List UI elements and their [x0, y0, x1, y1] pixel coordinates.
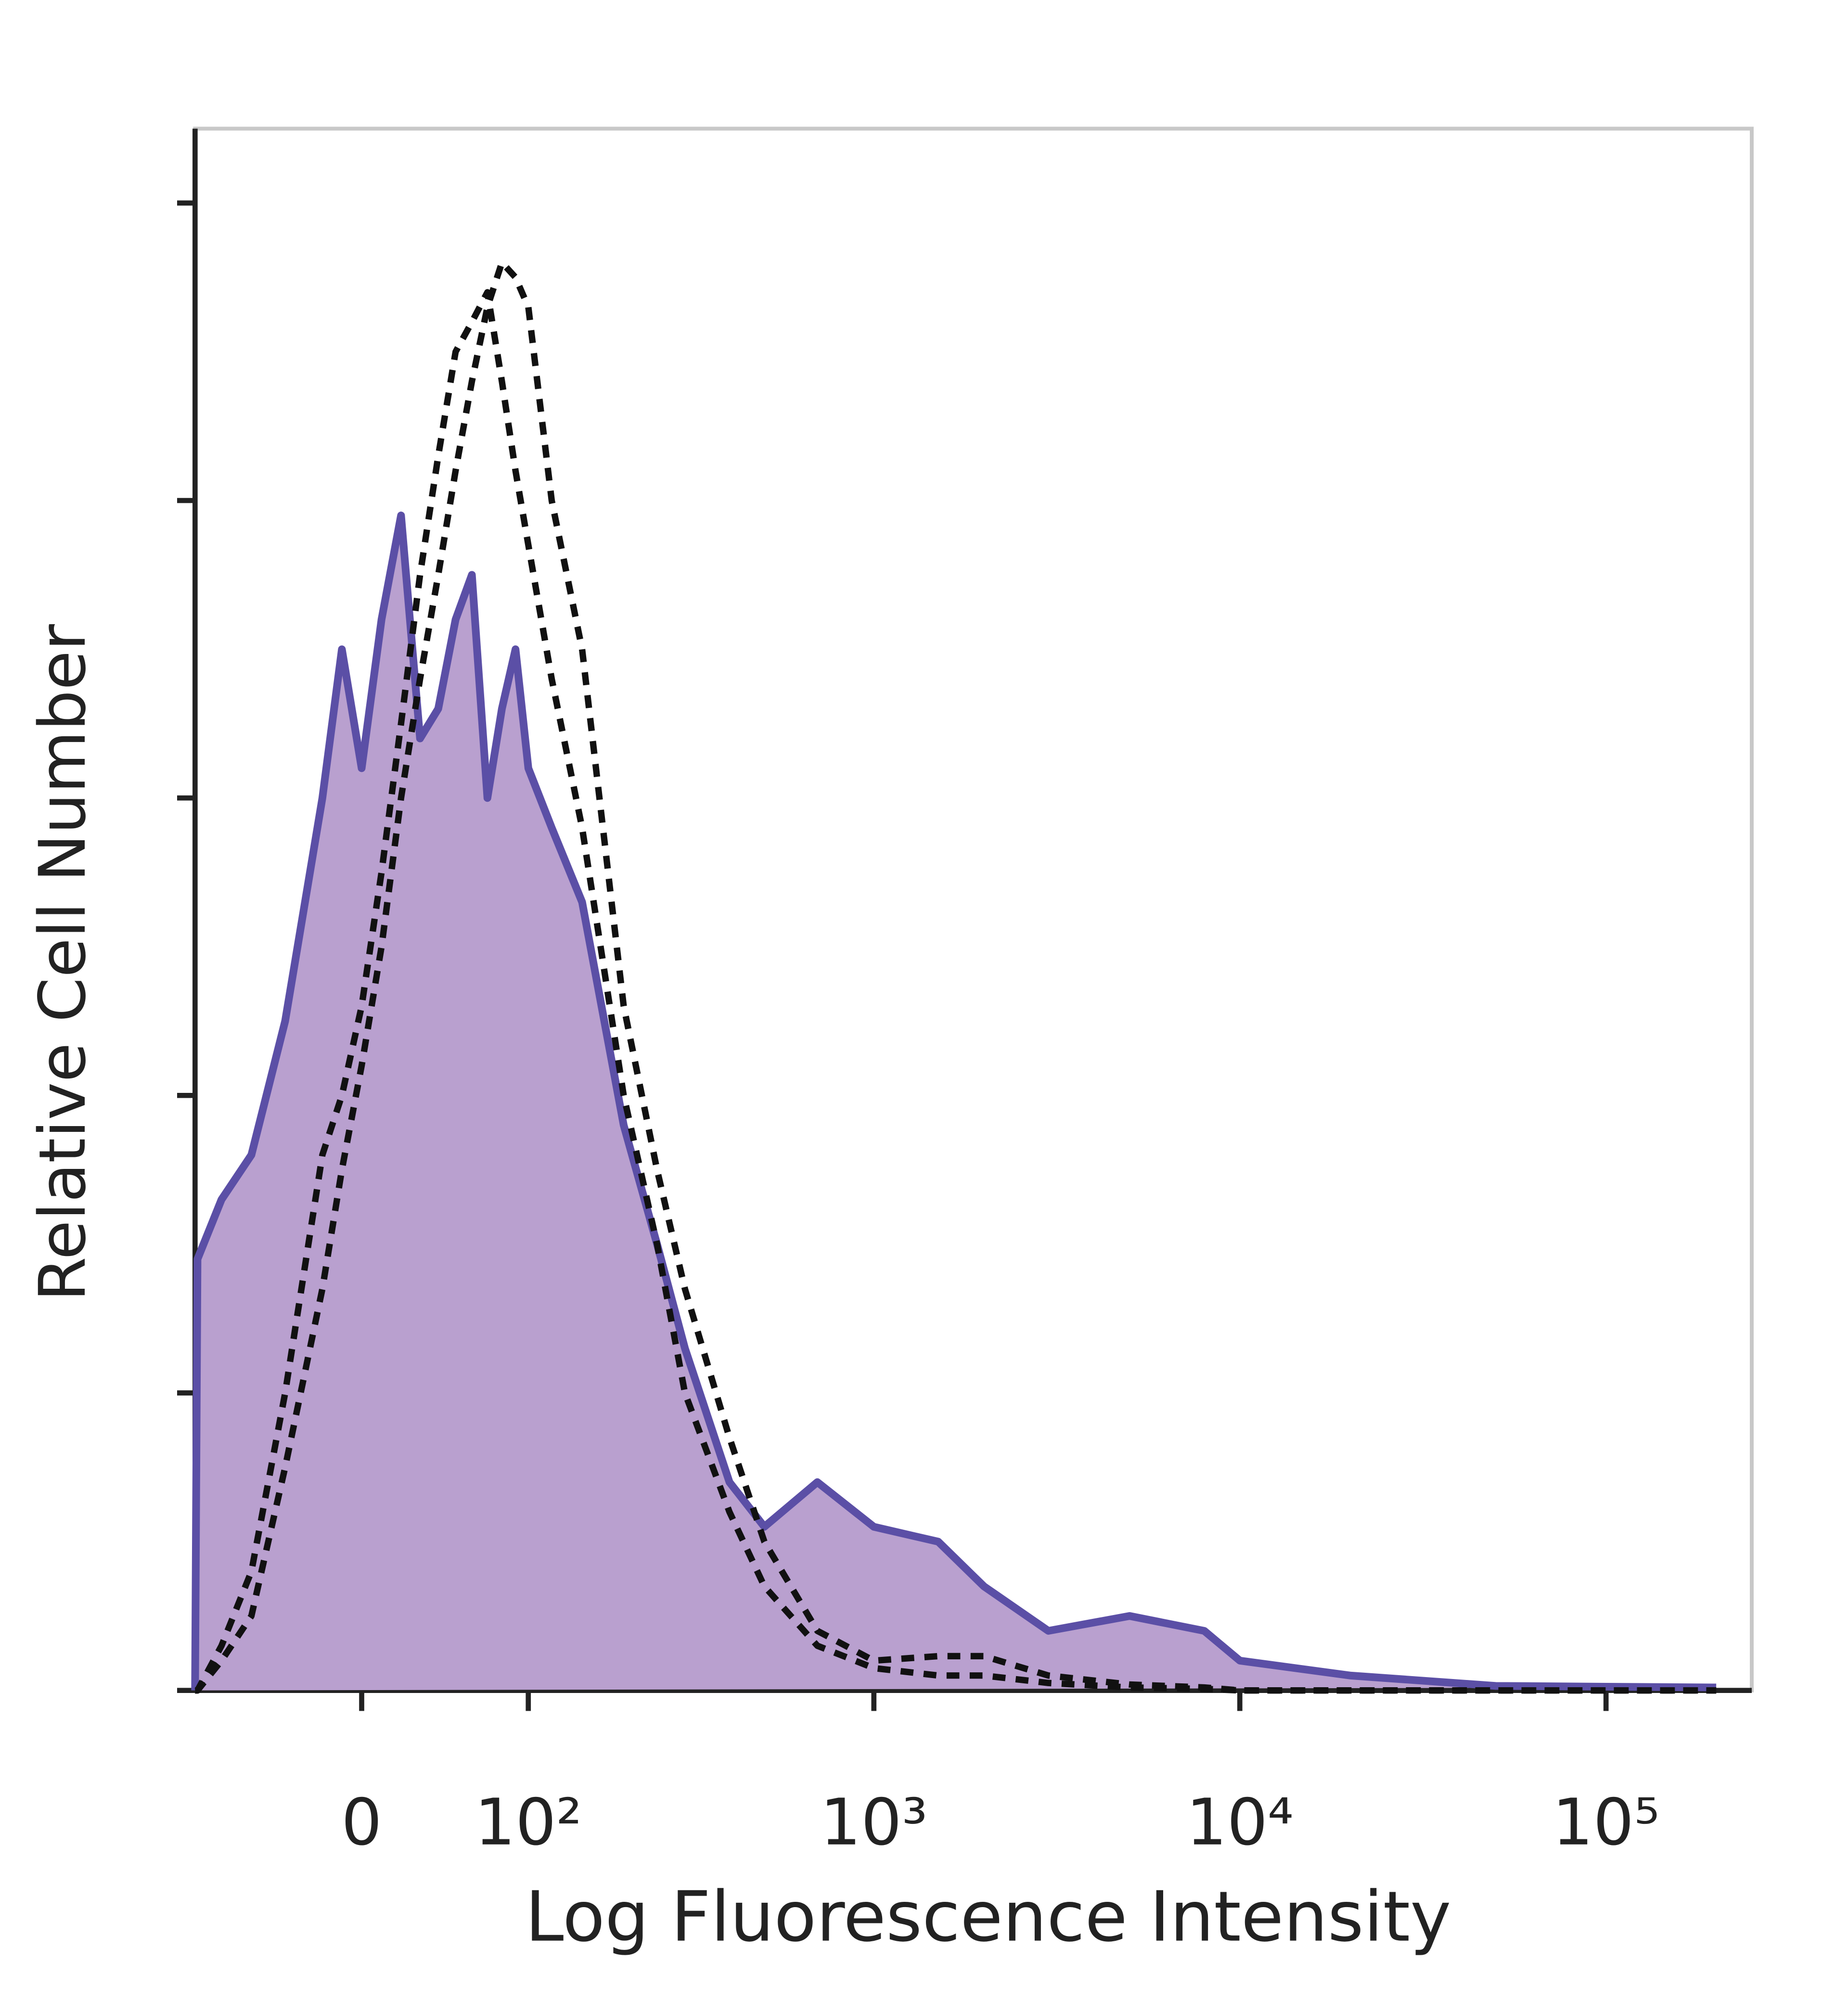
- x-tick-label: 10⁴: [1186, 1785, 1294, 1860]
- x-tick-label: 10⁵: [1553, 1785, 1660, 1860]
- x-tick-label: 10²: [475, 1785, 582, 1860]
- x-tick-label: 0: [341, 1785, 382, 1860]
- filled-histogram: [191, 512, 1717, 1692]
- y-axis-title: Relative Cell Number: [26, 624, 100, 1301]
- x-tick-label: 10³: [820, 1785, 927, 1860]
- x-axis-title: Log Fluorescence Intensity: [525, 1876, 1451, 1957]
- dashed-histogram: [194, 289, 1717, 1694]
- dashed-histogram: [194, 259, 1717, 1694]
